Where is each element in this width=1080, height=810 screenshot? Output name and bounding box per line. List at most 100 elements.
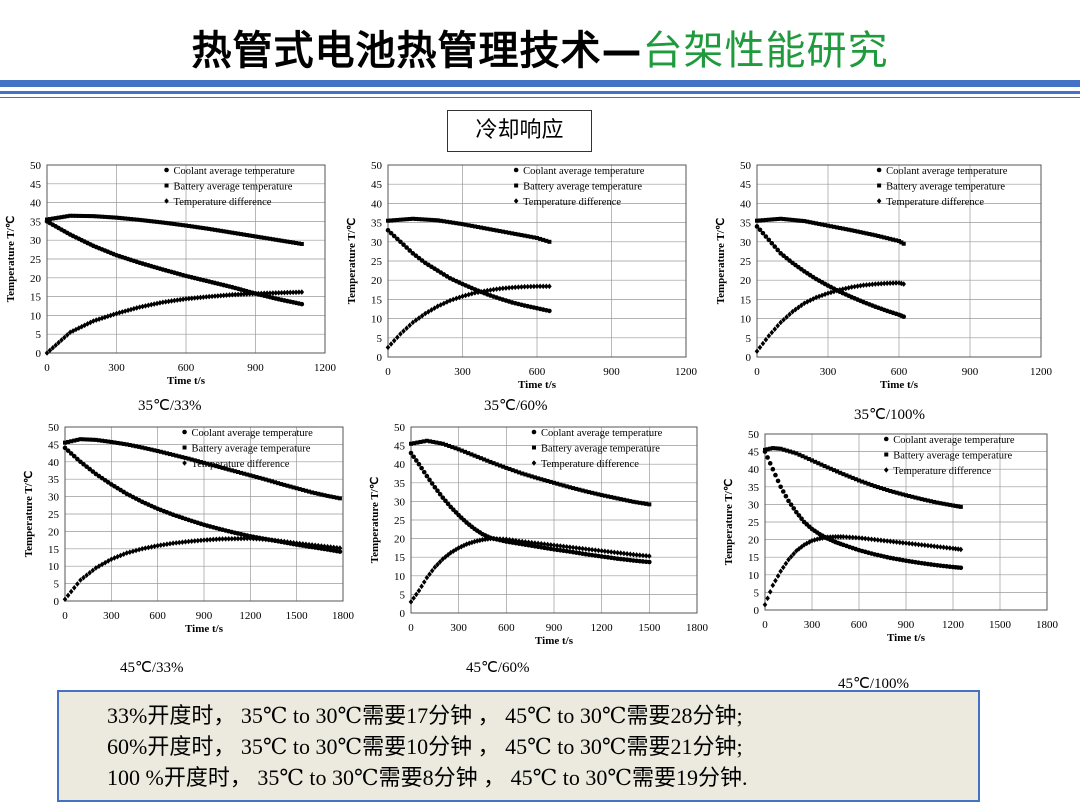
x-axis-label: Time t/s	[880, 379, 919, 391]
data-point	[404, 325, 409, 331]
data-point	[108, 215, 113, 220]
data-point	[571, 486, 576, 491]
data-point	[469, 290, 475, 297]
data-point	[264, 290, 270, 297]
data-point	[547, 308, 552, 314]
data-point	[273, 480, 278, 485]
data-point	[478, 456, 483, 461]
x-tick-label: 1500	[286, 610, 309, 622]
series-battery-average-temperature	[409, 438, 652, 507]
data-point	[778, 484, 783, 490]
data-point	[111, 215, 116, 220]
data-point	[90, 437, 95, 442]
data-point	[599, 548, 604, 554]
legend-entry: Temperature difference	[523, 197, 621, 208]
data-point	[152, 448, 157, 453]
data-point	[491, 461, 496, 466]
data-point	[778, 319, 783, 326]
data-point	[183, 296, 189, 302]
data-point	[432, 564, 438, 571]
legend-entry: Battery average temperature	[893, 451, 1012, 462]
data-point	[763, 217, 768, 222]
data-point	[459, 448, 464, 453]
data-point	[262, 235, 267, 240]
data-point	[820, 535, 825, 541]
data-point	[491, 227, 496, 232]
data-point	[208, 462, 213, 467]
data-point	[210, 227, 215, 232]
data-point	[418, 439, 423, 444]
data-point	[897, 239, 901, 244]
data-point	[419, 583, 424, 590]
data-point	[106, 439, 111, 444]
y-tick-label: 50	[48, 422, 60, 434]
data-point	[510, 537, 515, 544]
data-point	[757, 344, 763, 351]
x-tick-label: 900	[196, 610, 213, 622]
data-point	[781, 447, 786, 452]
data-point	[65, 592, 71, 599]
data-point	[900, 492, 905, 497]
data-point	[173, 540, 179, 546]
series-coolant-average-temperature	[762, 449, 964, 571]
data-point	[775, 323, 781, 329]
data-point	[843, 227, 848, 232]
data-point	[70, 328, 76, 334]
data-point	[647, 559, 652, 565]
data-point	[564, 543, 570, 550]
data-point	[331, 544, 337, 551]
data-point	[760, 340, 766, 347]
data-point	[476, 225, 481, 230]
data-point	[87, 437, 92, 442]
data-point	[958, 565, 964, 571]
data-point	[482, 536, 488, 543]
data-point	[212, 293, 218, 299]
data-point	[780, 564, 786, 571]
data-point	[412, 441, 417, 446]
data-point	[437, 558, 443, 565]
data-point	[831, 468, 836, 473]
data-point	[45, 217, 49, 222]
data-point	[140, 445, 145, 450]
data-point	[143, 446, 148, 451]
data-point	[580, 488, 585, 493]
data-point	[169, 221, 174, 226]
data-point	[186, 223, 191, 228]
data-point	[437, 441, 442, 446]
data-point	[539, 477, 544, 482]
data-point	[540, 283, 546, 290]
data-point	[916, 496, 921, 501]
data-point	[56, 339, 61, 346]
y-tick-label: 45	[394, 441, 406, 453]
data-point	[586, 546, 592, 553]
data-point	[331, 495, 336, 500]
data-point	[780, 489, 786, 494]
legend-marker	[876, 198, 882, 204]
data-point	[775, 217, 780, 221]
data-point	[146, 544, 151, 551]
data-point	[221, 229, 226, 234]
data-point	[180, 455, 185, 460]
data-point	[192, 224, 197, 229]
data-point	[389, 218, 394, 223]
data-point	[599, 493, 604, 498]
data-point	[120, 216, 125, 221]
data-point	[409, 441, 413, 446]
data-point	[81, 461, 86, 467]
data-point	[385, 344, 391, 351]
y-tick-label: 25	[748, 517, 760, 529]
data-point	[85, 214, 90, 219]
data-point	[270, 290, 276, 296]
data-point	[163, 299, 169, 305]
data-point	[313, 491, 318, 496]
data-point	[435, 303, 440, 310]
data-point	[506, 284, 512, 291]
data-point	[896, 280, 902, 286]
data-point	[519, 233, 524, 238]
x-tick-label: 600	[529, 366, 546, 378]
data-point	[421, 579, 427, 585]
y-axis-label: Temperature T/℃	[723, 479, 735, 565]
data-point	[100, 214, 105, 219]
data-point	[456, 545, 461, 551]
y-tick-label: 15	[371, 294, 383, 306]
